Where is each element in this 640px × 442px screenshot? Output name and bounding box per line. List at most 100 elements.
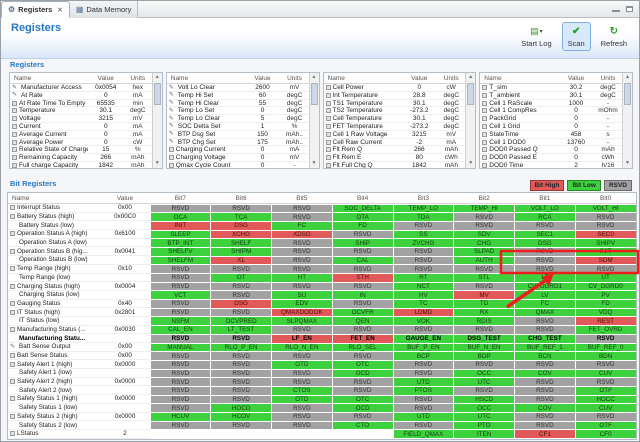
log-checkbox-icon[interactable] bbox=[325, 116, 331, 122]
register-row[interactable]: Cell 1 RaScale 1000 - bbox=[480, 100, 622, 108]
log-checkbox-icon[interactable] bbox=[168, 162, 174, 168]
scroll-thumb[interactable] bbox=[467, 83, 475, 105]
scroll-thumb[interactable] bbox=[153, 83, 161, 105]
log-checkbox-icon[interactable] bbox=[12, 108, 17, 114]
bit-register-row[interactable]: Operation Status B (hig... 0x0041 SHELFV SH… bbox=[8, 247, 636, 257]
register-row[interactable]: DOD0 Passed Q 0 mAh bbox=[480, 146, 622, 155]
log-checkbox-icon[interactable] bbox=[482, 139, 488, 145]
minimize-icon[interactable] bbox=[612, 10, 620, 12]
bit-register-row[interactable]: Charging Status (low) VCT RSVD SU IN HV MV LV PV bbox=[8, 291, 636, 300]
log-checkbox-icon[interactable] bbox=[10, 231, 15, 237]
bit-register-row[interactable]: Charging Status (high) 0x0004 RSVD RSVD RSVD… bbox=[8, 282, 636, 291]
register-row[interactable]: Flt Rem E 80 cWh bbox=[323, 154, 466, 162]
log-checkbox-icon[interactable] bbox=[12, 155, 17, 161]
scroll-thumb[interactable] bbox=[310, 83, 318, 105]
log-checkbox-icon[interactable] bbox=[482, 123, 488, 129]
log-checkbox-icon[interactable] bbox=[10, 361, 15, 367]
scrollbar[interactable]: ▲ ▼ bbox=[622, 73, 632, 168]
log-checkbox-icon[interactable] bbox=[10, 266, 15, 272]
register-row[interactable]: Full charge Capacity 1842 mAh bbox=[10, 162, 152, 168]
bit-register-row[interactable]: Manufacturing Statu... RSVD RSVD LF_EN FET_E… bbox=[8, 334, 636, 343]
log-checkbox-icon[interactable] bbox=[325, 85, 331, 90]
register-row[interactable]: T_sim 30.2 degC bbox=[480, 84, 622, 92]
scroll-down-icon[interactable]: ▼ bbox=[154, 160, 160, 166]
register-row[interactable]: Cell 1 CompRes 0 mOhm bbox=[480, 107, 622, 116]
log-checkbox-icon[interactable] bbox=[325, 92, 331, 98]
log-checkbox-icon[interactable] bbox=[325, 155, 331, 161]
bit-register-row[interactable]: Battery Status (low) INIT DSG FC FD RSVD RSVD R… bbox=[8, 221, 636, 231]
log-checkbox-icon[interactable] bbox=[168, 155, 174, 161]
scrollbar[interactable]: ▲ ▼ bbox=[465, 73, 476, 168]
bit-register-row[interactable]: Gauging Status 0x40 RSVD DSG EDV RSVD TC TD FC FD bbox=[8, 300, 636, 309]
log-checkbox-icon[interactable] bbox=[10, 396, 15, 402]
log-checkbox-icon[interactable] bbox=[482, 116, 488, 122]
log-checkbox-icon[interactable] bbox=[482, 155, 488, 161]
scroll-down-icon[interactable]: ▼ bbox=[311, 160, 317, 166]
bit-register-row[interactable]: Battery Status (high) 0x00C0 OCA TCA RSVD OTA… bbox=[8, 213, 636, 222]
register-row[interactable]: PackGrid 0 - bbox=[480, 115, 622, 123]
register-row[interactable]: Average Current 0 mA bbox=[10, 131, 152, 139]
log-checkbox-icon[interactable] bbox=[482, 131, 488, 137]
register-row[interactable]: TS2 Temperature -273.2 degC bbox=[323, 107, 466, 116]
bit-register-row[interactable]: Safety Alert 2 (low) RSVD RSVD CTOS RSVD PTOS… bbox=[8, 386, 636, 396]
register-row[interactable]: ✎ Temp Hi Clear 55 degC bbox=[166, 100, 309, 108]
register-row[interactable]: ✎ BTP Chg Set 175 mAh.. bbox=[166, 139, 309, 147]
register-row[interactable]: DOD0 Passed E 0 cWh bbox=[480, 154, 622, 162]
log-checkbox-icon[interactable] bbox=[482, 147, 488, 153]
log-checkbox-icon[interactable] bbox=[12, 162, 17, 168]
scrollbar[interactable]: ▲ ▼ bbox=[308, 73, 319, 168]
log-checkbox-icon[interactable] bbox=[325, 147, 331, 153]
bit-register-row[interactable]: Operation Status B (low) SHELFM XL RSVD CAL R… bbox=[8, 256, 636, 265]
register-row[interactable]: At Rate Time To Empty 65535 min bbox=[10, 100, 152, 108]
log-checkbox-icon[interactable] bbox=[12, 116, 17, 122]
register-row[interactable]: ✎ At Rate 0 mA bbox=[10, 92, 152, 100]
register-row[interactable]: Charging Voltage 0 mV bbox=[166, 154, 309, 162]
log-checkbox-icon[interactable] bbox=[10, 248, 15, 254]
bit-register-row[interactable]: IT Status (low) NSFM OCVPRED SLPQMAX QEN VOK R… bbox=[8, 317, 636, 326]
scroll-down-icon[interactable]: ▼ bbox=[468, 160, 474, 166]
register-row[interactable]: Cell 1 Grid 0 - bbox=[480, 123, 622, 131]
register-row[interactable]: FET Temperature -273.2 degC bbox=[323, 123, 466, 131]
register-row[interactable]: Flt Rem Q 266 mAh bbox=[323, 146, 466, 155]
register-row[interactable]: Charging Current 0 mA bbox=[166, 146, 309, 155]
bit-register-row[interactable]: Interrupt Status 0x00 RSVD RSVD RSVD SOC_DELT… bbox=[8, 204, 636, 213]
register-row[interactable]: StateTime 458 s bbox=[480, 131, 622, 139]
bit-register-row[interactable]: ✎ Batt Sense Output 0x00 MANUAL RLO_P_EN RLO_… bbox=[8, 343, 636, 352]
register-row[interactable]: DOD0 Time 2 h/16 bbox=[480, 162, 622, 168]
log-checkbox-icon[interactable] bbox=[325, 123, 331, 129]
log-checkbox-icon[interactable] bbox=[10, 300, 15, 306]
register-row[interactable]: TS1 Temperature 30.1 degC bbox=[323, 100, 466, 108]
log-checkbox-icon[interactable] bbox=[482, 162, 488, 168]
maximize-icon[interactable] bbox=[626, 6, 633, 12]
bit-register-row[interactable]: Safety Status 2 (low) RSVD RSVD RSVD CTO RSVD… bbox=[8, 421, 636, 430]
bit-register-row[interactable]: Operation Status A (low) BTP_INT SHELF RSVD… bbox=[8, 239, 636, 248]
log-checkbox-icon[interactable] bbox=[168, 147, 174, 153]
register-row[interactable]: ✎ Temp Lo Set 0 degC bbox=[166, 107, 309, 116]
bit-register-row[interactable]: Safety Alert 2 (high) 0x0000 RSVD RSVD RSVD R… bbox=[8, 378, 636, 387]
register-row[interactable]: T_ambient 30.1 degC bbox=[480, 92, 622, 100]
start-log-button[interactable]: ▤ ▾ Start Log bbox=[515, 22, 557, 51]
log-checkbox-icon[interactable] bbox=[482, 92, 488, 98]
chevron-down-icon[interactable]: ▾ bbox=[539, 29, 543, 35]
register-row[interactable]: Int Temperature 28.8 degC bbox=[323, 92, 466, 100]
close-icon[interactable]: ✕ bbox=[57, 6, 63, 14]
register-row[interactable]: Temperature 30.1 degC bbox=[10, 107, 152, 116]
log-checkbox-icon[interactable] bbox=[12, 147, 17, 153]
register-row[interactable]: Relative State of Charge 15% bbox=[10, 146, 152, 155]
register-row[interactable]: Cell Raw Current -2 mA bbox=[323, 139, 466, 147]
register-row[interactable]: Current 0 mA bbox=[10, 123, 152, 131]
log-checkbox-icon[interactable] bbox=[325, 100, 331, 106]
bit-register-row[interactable]: Safety Status 1 (high) 0x0000 RSVD RSVD OTD O… bbox=[8, 395, 636, 404]
log-checkbox-icon[interactable] bbox=[10, 379, 15, 385]
bit-register-row[interactable]: Manufacturing Status (... 0x0030 CAL_EN LT_… bbox=[8, 326, 636, 335]
scroll-up-icon[interactable]: ▲ bbox=[468, 74, 474, 80]
log-checkbox-icon[interactable] bbox=[10, 353, 15, 359]
scrollbar[interactable]: ▲ ▼ bbox=[151, 73, 162, 168]
register-row[interactable]: Average Power 0 cW bbox=[10, 139, 152, 147]
scroll-down-icon[interactable]: ▼ bbox=[625, 160, 630, 166]
log-checkbox-icon[interactable] bbox=[12, 131, 17, 137]
log-checkbox-icon[interactable] bbox=[10, 214, 15, 220]
bit-register-row[interactable]: Temp Range (low) RSVD OT HT STH RT STL LT UT bbox=[8, 274, 636, 283]
scroll-up-icon[interactable]: ▲ bbox=[625, 74, 630, 80]
log-checkbox-icon[interactable] bbox=[10, 413, 15, 419]
